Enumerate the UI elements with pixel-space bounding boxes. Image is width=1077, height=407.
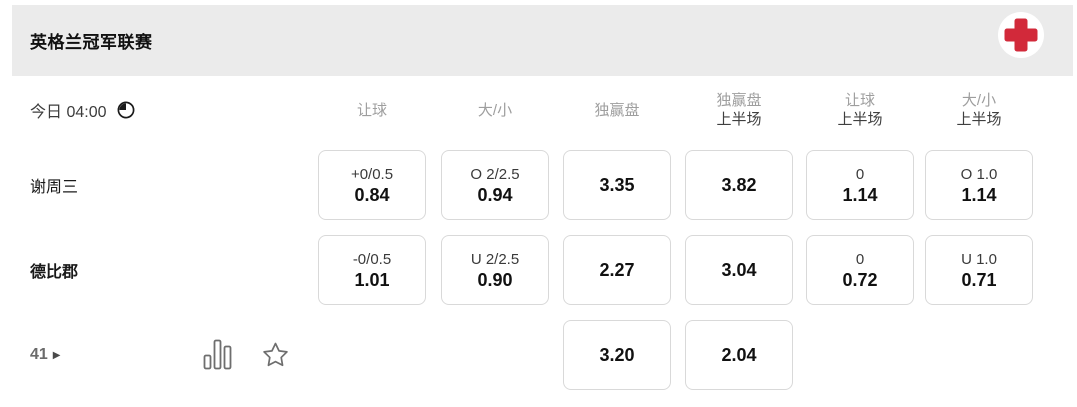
league-title: 英格兰冠军联赛 [30,33,153,52]
odds-moneyline-away[interactable]: 3.35 [563,150,671,220]
odds-moneyline-home[interactable]: 2.27 [563,235,671,305]
team-name-away: 谢周三 [30,179,79,196]
team-name-home: 德比郡 [30,264,79,281]
odds-price: 3.82 [721,174,757,195]
col-header-label: 大/小 [961,92,997,109]
odds-line: -0/0.5 [352,251,392,268]
odds-handicap-home[interactable]: -0/0.5 1.01 [318,235,426,305]
odds-moneyline-first-half-draw[interactable]: 2.04 [685,320,793,390]
odds-line: +0/0.5 [350,166,394,183]
col-header-label: 大/小 [477,101,513,119]
stats-bar-chart-icon[interactable] [201,320,233,390]
match-time-label: 今日 04:00 [30,104,107,121]
odds-line: O 1.0 [960,166,998,183]
odds-handicap-away[interactable]: +0/0.5 0.84 [318,150,426,220]
odds-price: 0.84 [354,185,390,205]
col-header-over-under: 大/小 [441,88,549,132]
odds-line: 0 [855,251,865,268]
col-header-sublabel: 上半场 [837,111,883,128]
red-cross-icon[interactable] [998,12,1044,58]
odds-over-under-over[interactable]: O 2/2.5 0.94 [441,150,549,220]
col-header-handicap: 让球 [318,88,426,132]
chevron-right-icon: ▶ [52,350,61,361]
favorite-star-icon[interactable] [260,320,291,390]
col-header-label: 独赢盘 [594,101,640,119]
odds-price: 3.35 [599,174,635,195]
odds-price: 0.90 [477,270,513,290]
market-count: 41 [30,346,48,363]
col-header-handicap-first-half: 让球 上半场 [806,88,914,132]
odds-price: 3.04 [721,259,757,280]
match-time: 今日 04:00 [30,88,136,132]
odds-over-under-first-half-over[interactable]: O 1.0 1.14 [925,150,1033,220]
col-header-sublabel: 上半场 [956,111,1002,128]
odds-price: 0.72 [842,270,878,290]
odds-handicap-first-half-away[interactable]: 0 1.14 [806,150,914,220]
col-header-over-under-first-half: 大/小 上半场 [925,88,1033,132]
odds-moneyline-draw[interactable]: 3.20 [563,320,671,390]
odds-price: 2.04 [721,344,757,365]
col-header-moneyline: 独赢盘 [563,88,671,132]
odds-price: 3.20 [599,344,635,365]
col-header-label: 独赢盘 [716,92,762,109]
col-header-sublabel: 上半场 [716,111,762,128]
odds-over-under-first-half-under[interactable]: U 1.0 0.71 [925,235,1033,305]
odds-handicap-first-half-home[interactable]: 0 0.72 [806,235,914,305]
odds-line: U 2/2.5 [470,251,520,268]
quarter-clock-icon [117,101,134,119]
odds-moneyline-first-half-away[interactable]: 3.82 [685,150,793,220]
league-header-bar: 英格兰冠军联赛 [12,5,1073,76]
odds-price: 0.71 [961,270,997,290]
odds-price: 0.94 [477,185,513,205]
col-header-moneyline-first-half: 独赢盘 上半场 [685,88,793,132]
more-markets-link[interactable]: 41 ▶ [30,320,61,390]
odds-price: 2.27 [599,259,635,280]
odds-price: 1.14 [961,185,997,205]
odds-over-under-under[interactable]: U 2/2.5 0.90 [441,235,549,305]
odds-price: 1.14 [842,185,878,205]
odds-line: O 2/2.5 [470,166,520,183]
odds-line: 0 [855,166,865,183]
odds-price: 1.01 [354,270,390,290]
odds-moneyline-first-half-home[interactable]: 3.04 [685,235,793,305]
col-header-label: 让球 [356,101,387,119]
col-header-label: 让球 [844,92,875,109]
odds-line: U 1.0 [961,251,997,268]
